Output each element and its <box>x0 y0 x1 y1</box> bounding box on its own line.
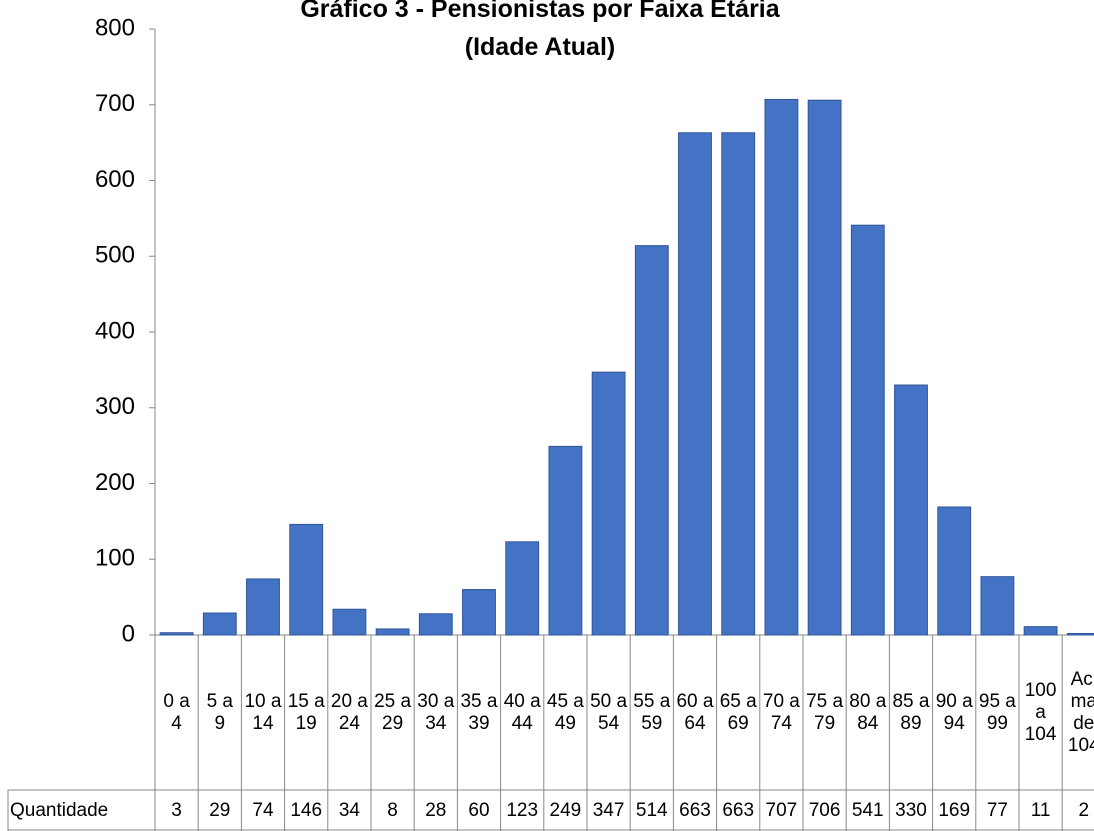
x-tick-label: 70 a 74 <box>762 690 800 734</box>
x-tick-label: 40 a 44 <box>503 690 541 734</box>
y-tick-label: 300 <box>95 393 135 420</box>
bar <box>332 608 367 636</box>
x-tick-label: 60 a 64 <box>676 690 714 734</box>
bar <box>462 589 496 636</box>
bar <box>850 224 885 636</box>
bar <box>678 132 712 636</box>
y-tick-label: 500 <box>95 242 135 269</box>
data-label: 74 <box>252 800 274 821</box>
legend-label: Quantidade <box>10 800 109 821</box>
data-label: 29 <box>209 800 231 821</box>
x-tick-label: 50 a 54 <box>590 690 628 734</box>
y-tick-label: 600 <box>95 166 135 193</box>
data-label: 34 <box>338 800 360 821</box>
data-label: 28 <box>425 800 447 821</box>
bar <box>894 384 928 636</box>
bar <box>246 578 280 636</box>
bar <box>375 628 410 636</box>
bar <box>548 445 583 636</box>
bar <box>807 99 842 636</box>
y-tick-label: 800 <box>95 14 135 41</box>
x-tick-label: 95 a 99 <box>978 690 1016 734</box>
bar <box>418 613 453 636</box>
x-tick-label: 75 a 79 <box>806 690 844 734</box>
data-label: 60 <box>468 800 490 821</box>
data-label: 514 <box>635 800 668 821</box>
x-tick-label: 55 a 59 <box>633 690 671 734</box>
bar <box>1023 626 1058 636</box>
data-label: 169 <box>938 800 971 821</box>
bar <box>980 576 1015 636</box>
bar <box>1066 632 1094 636</box>
data-label: 249 <box>549 800 582 821</box>
data-label: 663 <box>722 800 755 821</box>
x-tick-label: 30 a 34 <box>417 690 455 734</box>
data-label: 707 <box>765 800 798 821</box>
bar <box>202 612 237 636</box>
data-label: 347 <box>592 800 625 821</box>
x-tick-label: 85 a 89 <box>892 690 930 734</box>
x-tick-label: 45 a 49 <box>546 690 584 734</box>
x-tick-label: 15 a 19 <box>287 690 325 734</box>
bar <box>505 541 540 636</box>
bar <box>591 371 626 636</box>
x-tick-label: Acima de 104 <box>1067 668 1094 756</box>
y-tick-label: 100 <box>95 545 135 572</box>
x-tick-label: 65 a 69 <box>719 690 757 734</box>
bar <box>159 632 194 636</box>
y-tick-label: 0 <box>122 620 135 647</box>
data-label: 330 <box>895 800 927 821</box>
bar <box>721 132 756 636</box>
data-label: 77 <box>986 800 1008 821</box>
data-label: 2 <box>1078 800 1090 821</box>
y-tick-label: 200 <box>95 469 135 496</box>
x-tick-label: 0 a 4 <box>163 690 190 734</box>
x-tick-label: 10 a 14 <box>244 690 282 734</box>
data-label: 146 <box>290 800 323 821</box>
bar <box>289 523 324 636</box>
data-label: 8 <box>387 800 398 821</box>
data-label: 541 <box>851 800 884 821</box>
data-label: 123 <box>506 800 539 821</box>
bar <box>764 98 799 636</box>
x-tick-label: 100 a 104 <box>1024 679 1057 745</box>
chart-title: Gráfico 3 - Pensionistas por Faixa Etári… <box>300 0 780 61</box>
x-tick-label: 35 a 39 <box>460 690 498 734</box>
x-tick-label: 25 a 29 <box>374 690 412 734</box>
bar <box>634 245 669 636</box>
x-tick-label: 80 a 84 <box>849 690 887 734</box>
bar <box>937 506 972 636</box>
data-label: 663 <box>679 800 711 821</box>
x-tick-label: 20 a 24 <box>330 690 368 734</box>
data-label: 706 <box>808 800 841 821</box>
y-tick-label: 400 <box>95 317 135 344</box>
data-label: 3 <box>171 800 182 821</box>
x-tick-label: 90 a 94 <box>935 690 973 734</box>
x-tick-label: 5 a 9 <box>206 690 233 734</box>
data-label: 11 <box>1030 800 1051 821</box>
y-tick-label: 700 <box>95 90 135 117</box>
